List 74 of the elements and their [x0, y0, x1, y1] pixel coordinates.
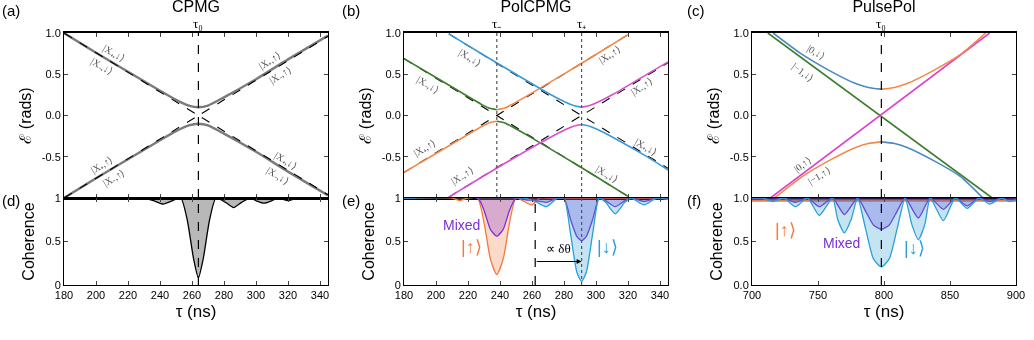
y-tick-label: 1.0 [733, 26, 749, 39]
x-tick-label: 240 [490, 289, 510, 302]
series-label: |↓⟩ [597, 237, 618, 257]
x-tick-label: 320 [618, 289, 638, 302]
y-tick-label: 0.5 [733, 68, 749, 81]
x-tick-label: 320 [278, 289, 298, 302]
series-label: Mixed [823, 235, 861, 251]
x-tick-label: 300 [246, 289, 266, 302]
text: |0,↓⟩ [805, 42, 827, 62]
chart-title: CPMG [172, 0, 220, 16]
chart-title: PulsePol [852, 0, 916, 16]
y-axis-title: Coherence [20, 202, 38, 281]
x-axis-title: τ (ns) [175, 301, 217, 321]
y-tick-label: 1 [54, 191, 61, 204]
x-tick-label: 850 [940, 289, 960, 302]
y-tick-label: 1.0 [385, 26, 401, 39]
y-tick-label: -0.5 [381, 150, 401, 163]
ref-line-label: τ₊ [577, 16, 587, 31]
y-axis-title: ℰ (rads) [704, 87, 722, 144]
y-axis-title: Coherence [708, 202, 726, 281]
y-tick-label: 0.0 [733, 278, 749, 291]
x-tick-label: 200 [86, 289, 106, 302]
y-tick-label: 0 [54, 278, 61, 291]
ref-line-label: τ₋ [492, 16, 502, 31]
x-tick-label: 340 [310, 289, 330, 302]
x-tick-label: 900 [1006, 289, 1026, 302]
y-tick-label: 0.5 [385, 68, 401, 81]
x-axis-title: τ (ns) [515, 301, 557, 321]
y-tick-label: -0.5 [729, 150, 749, 163]
text: (c) [687, 2, 705, 19]
chart-title: PolCPMG [500, 0, 572, 16]
y-axis-title: ℰ (rads) [16, 87, 34, 144]
y-tick-label: 0.5 [45, 235, 61, 248]
ref-line-label: τ₀ [876, 16, 886, 31]
x-tick-label: 180 [394, 289, 414, 302]
y-tick-label: 1 [394, 191, 401, 204]
series-label: |↑⟩ [461, 237, 482, 257]
x-tick-label: 700 [742, 289, 762, 302]
annotation: ∝ δθ [546, 241, 571, 256]
y-tick-label: 0.0 [733, 109, 749, 122]
text: (d) [2, 192, 21, 209]
text: (f) [687, 192, 702, 209]
text: (a) [2, 2, 21, 19]
x-tick-label: 800 [874, 289, 894, 302]
y-tick-label: 0.5 [45, 68, 61, 81]
x-tick-label: 200 [426, 289, 446, 302]
x-tick-label: 750 [808, 289, 828, 302]
x-tick-label: 300 [586, 289, 606, 302]
y-tick-label: 0.0 [385, 109, 401, 122]
text: (b) [342, 2, 361, 19]
x-axis-title: τ (ns) [863, 301, 905, 321]
y-tick-label: 0.5 [733, 235, 749, 248]
y-tick-label: 1.0 [733, 191, 749, 204]
x-tick-label: 280 [214, 289, 234, 302]
ref-line-label: τ₀ [193, 16, 203, 31]
y-tick-label: -0.5 [41, 150, 61, 163]
y-tick-label: 0 [394, 278, 401, 291]
y-axis-title: Coherence [360, 202, 378, 281]
series-label: Mixed [443, 217, 481, 233]
x-tick-label: 240 [150, 289, 170, 302]
y-tick-label: 1.0 [45, 26, 61, 39]
y-tick-label: 0.0 [45, 109, 61, 122]
x-tick-label: 260 [182, 289, 202, 302]
series-label: |↓⟩ [904, 238, 925, 258]
x-tick-label: 280 [554, 289, 574, 302]
y-axis-title: ℰ (rads) [356, 87, 374, 144]
x-tick-label: 340 [650, 289, 670, 302]
series-label: |↑⟩ [775, 220, 796, 240]
x-tick-label: 220 [458, 289, 478, 302]
x-tick-label: 260 [522, 289, 542, 302]
y-tick-label: 0.5 [385, 235, 401, 248]
x-tick-label: 180 [54, 289, 74, 302]
text: (e) [342, 192, 361, 209]
x-tick-label: 220 [118, 289, 138, 302]
